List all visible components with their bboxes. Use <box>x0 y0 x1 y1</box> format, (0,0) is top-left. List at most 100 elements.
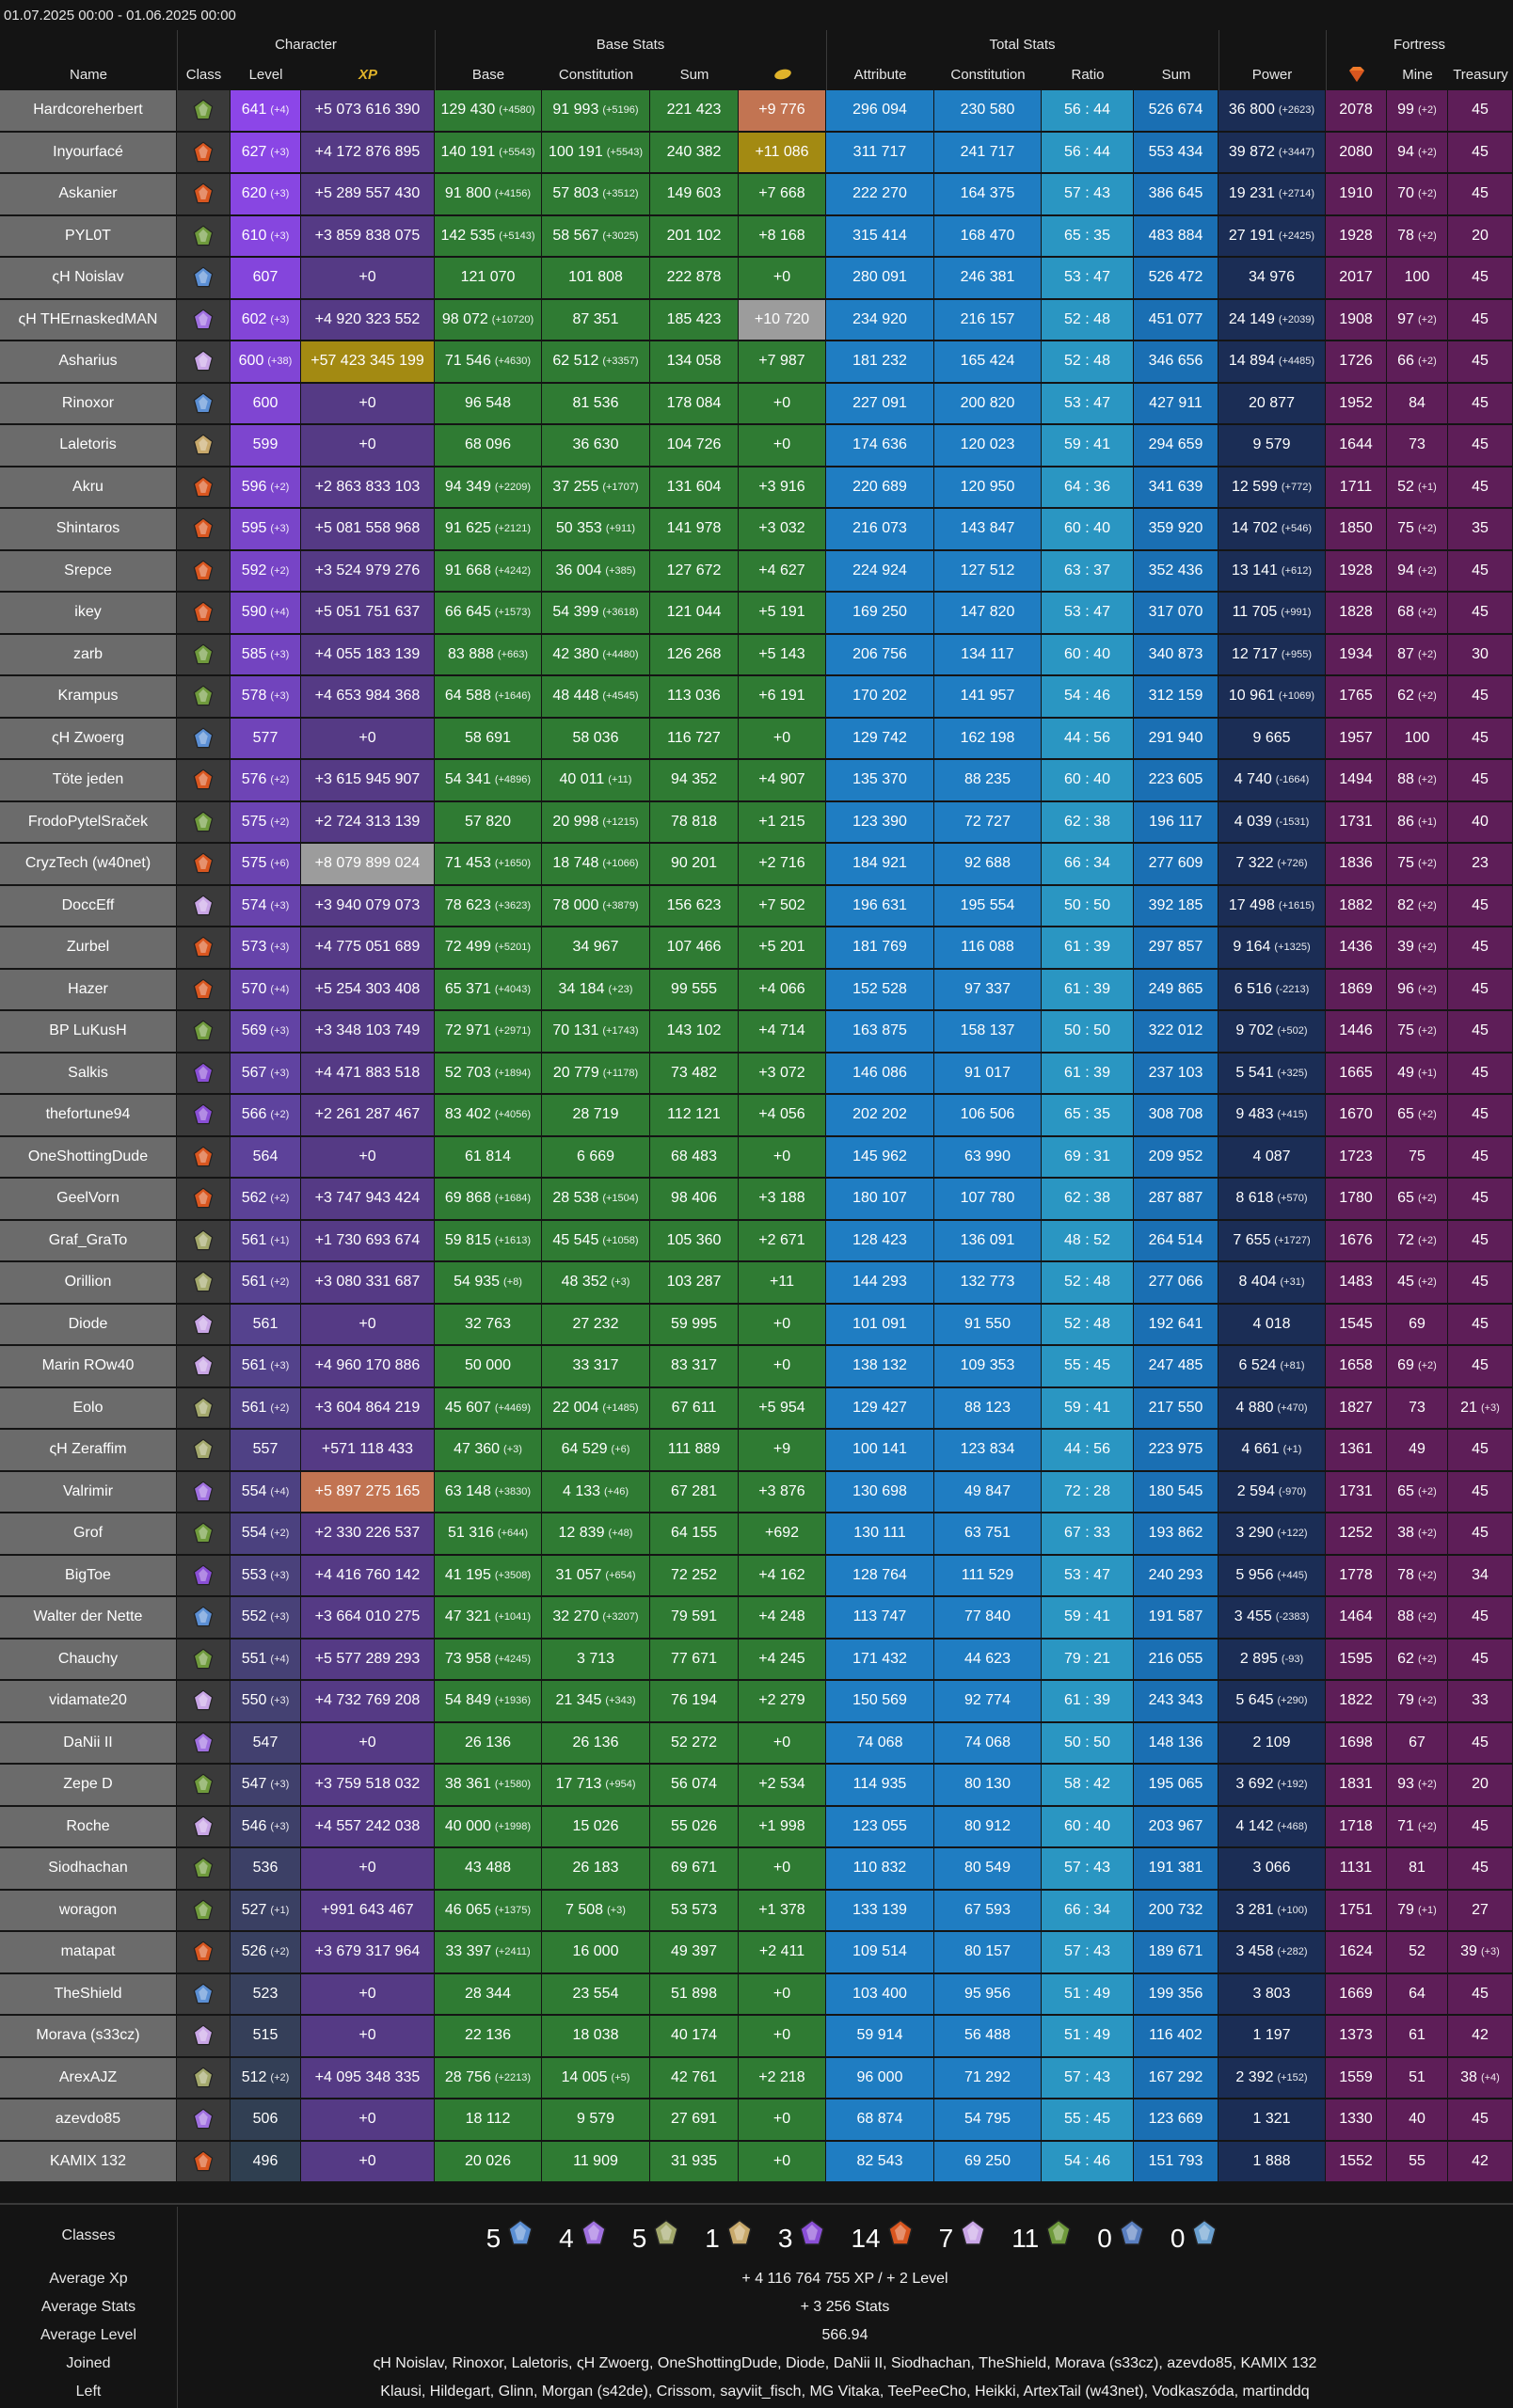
stat-value: 386 645 <box>1148 185 1203 202</box>
stat-cell: 74 068 <box>826 1722 934 1765</box>
stat-value: 3 458 <box>1235 1943 1274 1960</box>
stat-delta: (+3) <box>1480 1402 1500 1414</box>
stat-value: 72 727 <box>964 813 1011 830</box>
stat-cell: 1644 <box>1326 425 1387 467</box>
stat-cell: 63 148 (+3830) <box>435 1471 542 1513</box>
stat-value: 67 : 33 <box>1064 1525 1110 1542</box>
stat-value: 57 : 43 <box>1064 185 1110 202</box>
stat-cell: 121 070 <box>435 258 542 300</box>
stat-value: 20 877 <box>1249 394 1295 411</box>
stat-cell: 58 691 <box>435 718 542 760</box>
stat-cell: 1 197 <box>1218 2016 1326 2058</box>
stat-value: 1778 <box>1339 1566 1373 1583</box>
stat-value: 60 : 40 <box>1064 1817 1110 1834</box>
stat-value: 18 038 <box>572 2027 619 2044</box>
stat-value: +1 998 <box>758 1817 805 1834</box>
stat-value: 585 <box>241 645 267 662</box>
stat-cell: +0 <box>739 2099 826 2142</box>
stat-cell: 98 072 (+10720) <box>435 299 542 341</box>
stat-cell: 241 717 <box>934 132 1042 174</box>
stat-cell: 48 352 (+3) <box>542 1262 650 1305</box>
stat-cell: 199 356 <box>1134 1973 1218 2016</box>
stat-value: 33 397 <box>445 1943 492 1960</box>
stat-cell: 59 914 <box>826 2016 934 2058</box>
stat-value: 496 <box>252 2152 279 2169</box>
stat-cell: 59 815 (+1613) <box>435 1220 542 1262</box>
stat-delta: (+4242) <box>494 564 532 577</box>
stat-value: 575 <box>241 813 267 830</box>
stat-cell: +2 671 <box>739 1220 826 1262</box>
stat-cell: 222 878 <box>650 258 739 300</box>
stat-value: 45 <box>1472 604 1489 621</box>
stat-cell: 1908 <box>1326 299 1387 341</box>
stat-value: 4 039 <box>1234 813 1272 830</box>
stat-value: 359 920 <box>1148 520 1203 537</box>
stat-cell: 95 956 <box>934 1973 1042 2016</box>
column-header: Class <box>185 66 222 83</box>
stat-cell: 152 528 <box>826 969 934 1011</box>
stat-value: 47 360 <box>454 1441 501 1458</box>
stat-delta: (+2411) <box>495 1946 531 1958</box>
stat-value: 1 888 <box>1252 2152 1291 2169</box>
stat-cell: 66 : 34 <box>1042 1890 1134 1932</box>
stat-value: 8 618 <box>1235 1190 1274 1207</box>
stat-cell: +0 <box>739 1848 826 1891</box>
stat-cell: 1669 <box>1326 1973 1387 2016</box>
stat-cell: 45 <box>1448 1430 1513 1472</box>
stat-value: 67 <box>1409 1734 1425 1751</box>
stat-value: 38 <box>1460 2068 1477 2085</box>
stat-value: 129 427 <box>852 1399 907 1416</box>
class-count: 5 <box>486 2219 535 2254</box>
stat-value: 86 <box>1397 813 1414 830</box>
stat-cell: 52 : 48 <box>1042 1304 1134 1346</box>
stat-value: 6 516 <box>1234 980 1272 997</box>
stat-cell: 561 (+2) <box>231 1387 301 1430</box>
stat-cell: 99 555 <box>650 969 739 1011</box>
player-name: Siodhachan <box>0 1848 177 1891</box>
stat-value: 317 070 <box>1148 604 1203 621</box>
stat-cell: +5 954 <box>739 1387 826 1430</box>
stat-value: 37 255 <box>552 478 599 495</box>
stat-value: 45 <box>1472 1525 1489 1542</box>
stat-cell: 64 <box>1387 1973 1448 2016</box>
stat-delta: (+2) <box>1417 899 1437 911</box>
stat-cell: 45 <box>1448 299 1513 341</box>
player-name: ikey <box>0 593 177 635</box>
stat-value: 1928 <box>1339 562 1373 578</box>
stat-value: 44 : 56 <box>1064 1441 1110 1458</box>
class-icon <box>193 727 214 748</box>
stat-delta: (+4) <box>270 983 290 995</box>
stat-value: 126 268 <box>666 645 722 662</box>
stat-cell: 561 (+1) <box>231 1220 301 1262</box>
stat-cell: 610 (+3) <box>231 215 301 258</box>
stat-cell: 60 : 40 <box>1042 1806 1134 1848</box>
stat-cell: 575 (+2) <box>231 801 301 844</box>
stat-cell: 181 232 <box>826 341 934 384</box>
class-icon <box>1046 2219 1072 2245</box>
class-cell <box>177 1220 231 1262</box>
stat-delta: (+954) <box>605 1779 636 1791</box>
stat-cell: 184 921 <box>826 844 934 886</box>
stat-cell: 45 (+2) <box>1387 1262 1448 1305</box>
stat-cell: 128 764 <box>826 1555 934 1597</box>
column-header: Name <box>69 66 107 83</box>
stat-value: 5 645 <box>1235 1692 1274 1709</box>
stat-value: 427 911 <box>1149 394 1202 411</box>
stat-value: 45 <box>1472 1148 1489 1164</box>
stat-cell: 45 545 (+1058) <box>542 1220 650 1262</box>
stat-cell: 45 <box>1448 1597 1513 1640</box>
stat-cell: 60 : 40 <box>1042 760 1134 802</box>
stat-cell: +2 218 <box>739 2057 826 2099</box>
stat-cell: 35 <box>1448 509 1513 551</box>
stat-cell: 57 820 <box>435 801 542 844</box>
stat-cell: 3 290 (+122) <box>1218 1513 1326 1556</box>
stat-cell: 65 371 (+4043) <box>435 969 542 1011</box>
class-cell <box>177 174 231 216</box>
stat-cell: +1 730 693 674 <box>301 1220 435 1262</box>
stat-cell: 92 688 <box>934 844 1042 886</box>
stat-delta: (+325) <box>1277 1067 1308 1079</box>
stat-value: 84 <box>1409 394 1425 411</box>
class-cell <box>177 885 231 927</box>
stat-cell: 1 321 <box>1218 2099 1326 2142</box>
stat-cell: 570 (+4) <box>231 969 301 1011</box>
